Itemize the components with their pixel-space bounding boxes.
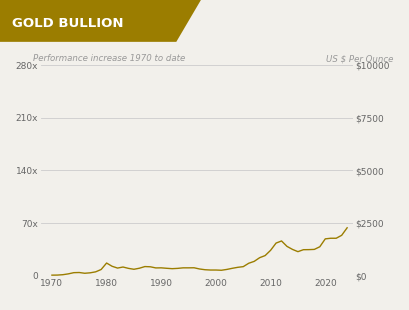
- Text: US $ Per Ounce: US $ Per Ounce: [326, 54, 393, 63]
- Text: Performance increase 1970 to date: Performance increase 1970 to date: [33, 54, 184, 63]
- Text: GOLD BULLION: GOLD BULLION: [12, 16, 124, 29]
- Polygon shape: [0, 0, 200, 42]
